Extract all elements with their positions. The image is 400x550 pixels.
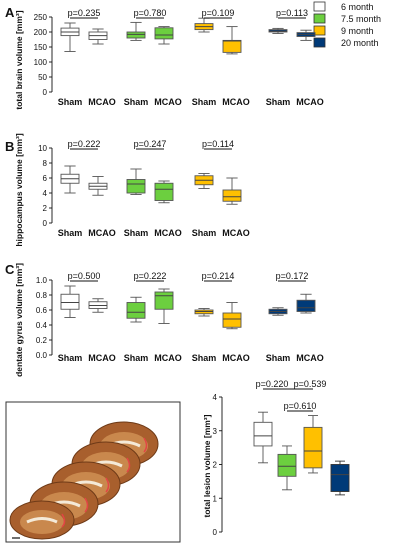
y-tick-label-a-5: 250 <box>34 13 48 22</box>
x-label-b-3: MCAO <box>154 228 182 238</box>
x-label-b-5: MCAO <box>222 228 250 238</box>
panel-label-c: C <box>5 262 15 277</box>
x-label-a-4: Sham <box>192 97 217 107</box>
p-value-c-3: p=0.172 <box>276 271 309 281</box>
x-label-b-2: Sham <box>124 228 149 238</box>
panel-c: 0.0 0.2 0.4 0.6 0.8 1.0 p=0.500 Sham MCAO p=0.222… <box>36 271 324 363</box>
ylabel-b: hippocampus volume [mm³] <box>14 133 24 247</box>
x-label-c-7: MCAO <box>296 353 324 363</box>
ylabel-a: total brain volume [mm³] <box>14 10 24 109</box>
panel-label-b: B <box>5 139 14 154</box>
y-tick-label-a-4: 200 <box>34 28 48 37</box>
x-label-a-3: MCAO <box>154 97 182 107</box>
p-value-c-2: p=0.214 <box>202 271 235 281</box>
legend-swatch-2 <box>313 25 326 36</box>
legend: 6 month 7.5 month 9 month 20 month <box>313 1 381 48</box>
p-value-b-1: p=0.247 <box>134 139 167 149</box>
box-a-2-mcao-box <box>222 39 242 53</box>
box-c-3-mcao-box <box>296 299 316 312</box>
box-b-1-mcao-box <box>154 182 174 201</box>
y-tick-label-b-0: 0 <box>43 219 48 228</box>
p-value-b-0: p=0.222 <box>68 139 101 149</box>
x-label-c-1: MCAO <box>88 353 116 363</box>
p-value-d-1: p=0.539 <box>294 379 327 389</box>
x-label-c-2: Sham <box>124 353 149 363</box>
y-tick-label-b-1: 2 <box>43 204 48 213</box>
box-c-1-mcao-box <box>154 291 174 310</box>
y-tick-label-c-1: 0.2 <box>36 336 48 345</box>
panel-a: 0 50 100 150 200 250 p=0.235 Sham MCAO p=0.780 Sha… <box>34 8 324 107</box>
x-label-c-0: Sham <box>58 353 83 363</box>
y-tick-label-c-5: 1.0 <box>36 276 48 285</box>
x-label-b-0: Sham <box>58 228 83 238</box>
y-tick-label-b-4: 8 <box>43 159 48 168</box>
box-b-2-mcao-box <box>222 189 242 202</box>
x-label-a-6: Sham <box>266 97 291 107</box>
legend-label-3: 20 month <box>341 38 379 48</box>
y-tick-label-d-2: 2 <box>213 461 218 470</box>
y-tick-label-c-0: 0.0 <box>36 351 48 360</box>
y-tick-label-d-0: 0 <box>213 528 218 537</box>
legend-swatch-1 <box>313 13 326 24</box>
y-tick-label-a-0: 0 <box>43 88 48 97</box>
box-a-1-sham-box <box>126 31 146 39</box>
box-c-1-sham-box <box>126 302 146 319</box>
p-value-a-2: p=0.109 <box>202 8 235 18</box>
p-value-b-2: p=0.114 <box>202 139 234 149</box>
y-tick-label-a-1: 50 <box>38 73 47 82</box>
ylabel-d: total lesion volume [mm³] <box>202 414 212 517</box>
y-tick-label-a-2: 100 <box>34 58 48 67</box>
legend-swatch-0 <box>313 1 326 12</box>
panel-label-a: A <box>5 5 15 20</box>
box-d-1-box <box>277 453 297 477</box>
ylabel-c: dentate gyrus volume [mm³] <box>14 263 24 377</box>
p-value-d-2: p=0.610 <box>284 401 317 411</box>
legend-label-2: 9 month <box>341 26 374 36</box>
legend-label-0: 6 month <box>341 2 374 12</box>
x-label-a-1: MCAO <box>88 97 116 107</box>
x-label-a-0: Sham <box>58 97 83 107</box>
p-value-a-0: p=0.235 <box>68 8 101 18</box>
brain-section-5 <box>9 500 75 540</box>
box-d-2-box <box>303 426 323 469</box>
p-value-c-0: p=0.500 <box>68 271 101 281</box>
box-c-2-mcao-box <box>222 312 242 328</box>
p-value-a-3: p=0.113 <box>276 8 308 18</box>
brain-sections-image <box>5 401 181 543</box>
box-d-3-box <box>330 464 350 492</box>
x-label-a-2: Sham <box>124 97 149 107</box>
legend-swatch-3 <box>313 37 326 48</box>
y-tick-label-b-5: 10 <box>38 144 47 153</box>
x-label-c-6: Sham <box>266 353 291 363</box>
y-tick-label-b-2: 4 <box>43 189 48 198</box>
legend-label-1: 7.5 month <box>341 14 381 24</box>
box-d-0-box <box>253 421 273 447</box>
box-b-1-sham-box <box>126 179 146 194</box>
box-c-0-sham-box <box>60 293 80 310</box>
panel-d: 0 1 2 3 4 p=0.220 p=0.539 p=0.610 <box>213 379 350 537</box>
p-value-a-1: p=0.780 <box>134 8 167 18</box>
p-value-d-0: p=0.220 <box>256 379 289 389</box>
y-tick-label-c-2: 0.4 <box>36 321 48 330</box>
y-tick-label-c-3: 0.6 <box>36 306 48 315</box>
x-label-b-4: Sham <box>192 228 217 238</box>
x-label-c-3: MCAO <box>154 353 182 363</box>
y-tick-label-b-3: 6 <box>43 174 48 183</box>
box-a-1-mcao-box <box>154 27 174 40</box>
x-label-a-5: MCAO <box>222 97 250 107</box>
x-label-c-5: MCAO <box>222 353 250 363</box>
y-tick-label-a-3: 150 <box>34 43 48 52</box>
y-tick-label-c-4: 0.8 <box>36 291 48 300</box>
y-tick-label-d-1: 1 <box>213 494 218 503</box>
y-tick-label-d-3: 3 <box>213 427 218 436</box>
x-label-b-1: MCAO <box>88 228 116 238</box>
y-tick-label-d-4: 4 <box>213 393 218 402</box>
panel-b: 0 2 4 6 8 10 p=0.222 Sham MCAO p=0.247 Sham MCAO p=0… <box>38 139 250 238</box>
x-label-a-7: MCAO <box>296 97 324 107</box>
x-label-c-4: Sham <box>192 353 217 363</box>
p-value-c-1: p=0.222 <box>134 271 167 281</box>
